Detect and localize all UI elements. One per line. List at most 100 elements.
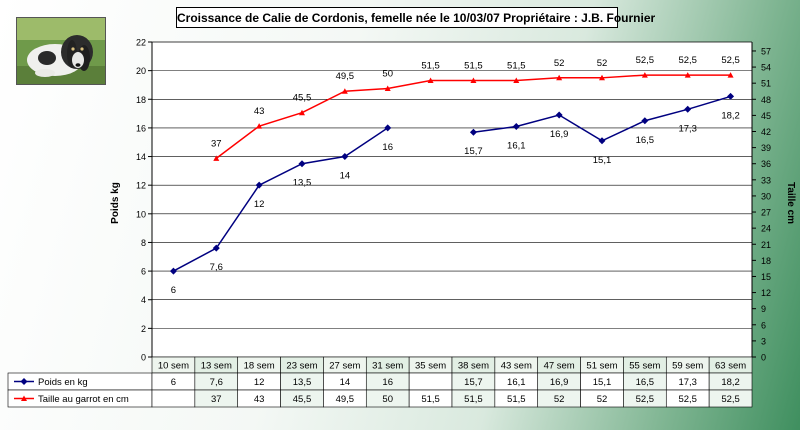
table-value: 17,3 [678,377,697,388]
y-tick-label-left: 6 [141,267,146,277]
legend-label: Poids en kg [38,377,88,388]
weight-data-label: 16 [382,142,393,153]
y-tick-label-right: 21 [761,240,771,250]
weight-point [641,117,649,125]
weight-data-label: 13,5 [293,178,312,189]
table-value: 43 [254,394,265,405]
plot-background [152,42,752,357]
height-point [213,155,220,161]
weight-point [298,160,306,168]
height-data-label: 52 [554,58,565,69]
category-label: 23 sem [286,361,317,372]
table-value: 16,1 [507,377,526,388]
height-data-label: 50 [382,69,393,80]
y-tick-label-left: 8 [141,238,146,248]
weight-data-label: 15,1 [593,155,612,166]
y-tick-label-right: 9 [761,304,766,314]
category-label: 27 sem [329,361,360,372]
weight-point [469,128,477,136]
height-point [341,88,348,94]
table-value: 12 [254,377,265,388]
weight-data-label: 16,1 [507,140,526,151]
weight-point [169,267,177,275]
y-tick-label-right: 30 [761,191,771,201]
chart-title: Croissance de Calie de Cordonis, femelle… [176,7,655,28]
y-tick-label-right: 15 [761,272,771,282]
y-tick-label-right: 6 [761,320,766,330]
table-value: 52,5 [636,394,655,405]
table-value: 16 [382,377,393,388]
table-value: 13,5 [293,377,312,388]
height-point [427,77,434,83]
y-tick-label-left: 14 [136,152,146,162]
table-value: 37 [211,394,222,405]
weight-data-label: 16,5 [636,135,655,146]
y-tick-label-right: 48 [761,95,771,105]
table-value: 14 [340,377,351,388]
legend-marker [20,378,28,385]
y-tick-label-right: 45 [761,111,771,121]
y-tick-label-left: 0 [141,353,146,363]
category-label: 10 sem [158,361,189,372]
height-point [513,77,520,83]
category-label: 13 sem [201,361,232,372]
table-value: 45,5 [293,394,312,405]
table-value: 52,5 [721,394,740,405]
height-data-label: 52 [597,58,608,69]
category-label: 63 sem [715,361,746,372]
y-tick-label-left: 2 [141,324,146,334]
y-tick-label-right: 24 [761,224,771,234]
table-value: 51,5 [507,394,526,405]
weight-point [727,92,735,100]
weight-point [598,137,606,145]
category-label: 47 sem [544,361,575,372]
height-point [384,85,391,92]
category-label: 59 sem [672,361,703,372]
legend-marker [21,395,27,401]
category-label: 18 sem [244,361,275,372]
table-value: 52,5 [678,394,697,405]
y-tick-label-right: 0 [761,353,766,363]
y-tick-label-right: 18 [761,256,771,266]
height-data-label: 43 [254,106,265,117]
table-value: 51,5 [421,394,440,405]
table-cell [708,389,753,408]
height-data-label: 51,5 [421,60,440,71]
weight-data-label: 12 [254,199,265,210]
category-label: 55 sem [629,361,660,372]
y-tick-label-left: 4 [141,295,146,305]
y-tick-label-right: 42 [761,127,771,137]
y-tick-label-right: 12 [761,288,771,298]
table-value: 16,5 [636,377,655,388]
height-point [470,77,477,83]
weight-point [384,124,392,132]
weight-data-label: 16,9 [550,129,569,140]
legend-label: Taille au garrot en cm [38,394,129,405]
weight-point [255,181,263,189]
y-tick-label-left: 20 [136,66,146,76]
table-value: 15,7 [464,377,483,388]
height-data-label: 52,5 [636,55,655,66]
height-point [599,74,605,81]
y-tick-label-right: 36 [761,159,771,169]
height-point [256,123,263,129]
weight-data-label: 7,6 [210,262,223,273]
height-data-label: 45,5 [293,93,312,104]
height-point [641,72,648,78]
weight-point [212,244,220,252]
y-axis-label-left: Poids kg [110,182,121,224]
height-data-label: 52,5 [721,55,740,66]
y-tick-label-left: 18 [136,95,146,105]
height-data-label: 37 [211,138,222,149]
dog-photo [16,17,106,85]
y-tick-label-right: 27 [761,208,771,218]
height-data-label: 51,5 [507,60,526,71]
y-tick-label-left: 22 [136,38,146,48]
table-cell [151,389,196,408]
height-point [727,72,734,78]
weight-data-label: 14 [340,171,351,182]
table-value: 49,5 [336,394,355,405]
category-label: 43 sem [501,361,532,372]
table-value: 50 [382,394,393,405]
weight-point [555,111,563,119]
